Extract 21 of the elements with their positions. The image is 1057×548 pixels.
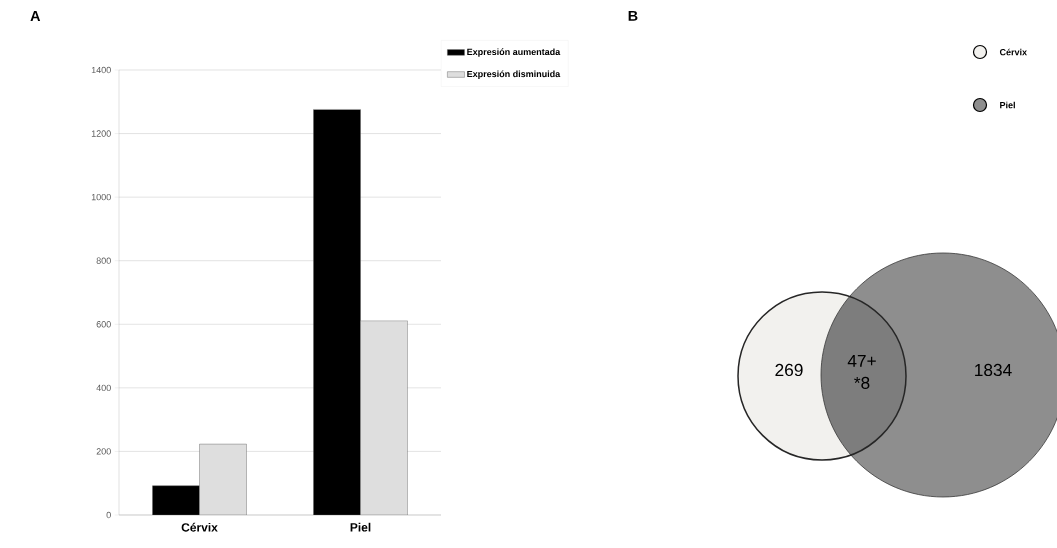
y-tick-label: 800 xyxy=(96,257,111,264)
y-tick-label: 1400 xyxy=(91,66,111,74)
text: 47+ *8 xyxy=(847,354,876,390)
bar xyxy=(313,109,361,515)
y-tick-label: 600 xyxy=(96,321,111,328)
bar xyxy=(360,320,408,515)
y-tick-label: 1200 xyxy=(91,130,111,137)
text: 269 xyxy=(775,363,803,377)
category-label: Piel xyxy=(1000,101,1015,109)
y-tick-label: 1000 xyxy=(91,193,111,201)
text: B xyxy=(628,10,638,21)
legend-label: Expresión aumentada xyxy=(467,48,561,57)
bar xyxy=(152,485,200,515)
legend-label: Expresión disminuida xyxy=(467,70,561,79)
text: 1834 xyxy=(975,363,1012,377)
y-tick-label: 200 xyxy=(96,448,111,455)
chart-title: A xyxy=(30,10,41,21)
bar xyxy=(199,443,247,515)
y-tick-label: 400 xyxy=(96,384,111,392)
y-tick-label: 0 xyxy=(106,511,111,519)
category-label: Cérvix xyxy=(999,48,1027,56)
